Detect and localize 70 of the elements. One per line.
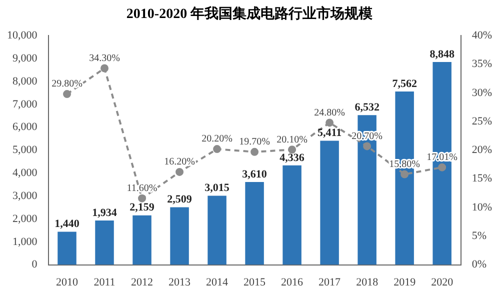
x-tick-label: 2017 (318, 276, 342, 288)
x-tick-label: 2010 (56, 276, 79, 288)
y2-tick-label: 35% (472, 58, 492, 70)
bar (320, 140, 339, 265)
bar (132, 215, 152, 265)
y2-tick-label: 20% (472, 144, 492, 156)
bar (58, 232, 76, 265)
y2-tick-label: 5% (472, 230, 487, 242)
point (63, 90, 72, 98)
y2-tick-label: 40% (472, 29, 492, 42)
x-tick-label: 2018 (356, 276, 379, 288)
point (250, 148, 259, 156)
y-tick-label: 0 (32, 258, 38, 271)
y-tick-label: 5,000 (12, 144, 38, 156)
x-tick-label: 2020 (431, 276, 454, 288)
data-label: 11.60% (126, 182, 158, 194)
point (213, 145, 222, 154)
bar (208, 196, 226, 265)
y2-tick-label: 30% (472, 86, 492, 99)
data-label: 3,610 (242, 168, 268, 180)
y-tick-label: 9,000 (12, 52, 38, 64)
x-tick-label: 2012 (131, 276, 154, 288)
y-tick-label: 4,000 (12, 167, 38, 180)
point (176, 168, 184, 176)
y-tick-label: 3,000 (12, 190, 38, 202)
x-tick-label: 2011 (94, 276, 116, 288)
data-label: 8,848 (430, 48, 455, 60)
x-tick-label: 2014 (206, 276, 229, 288)
y-tick-label: 6,000 (12, 121, 38, 134)
data-label: 1,934 (92, 206, 118, 219)
point (438, 163, 446, 172)
data-label: 16.20% (164, 156, 195, 168)
data-label: 34.30% (89, 52, 120, 64)
y-tick-label: 10,000 (7, 29, 38, 42)
point (363, 142, 372, 150)
y2-tick-label: 0% (472, 258, 487, 271)
data-label: 6,532 (354, 101, 380, 114)
x-tick-label: 2019 (394, 276, 416, 288)
data-label: 19.70% (239, 136, 270, 148)
data-label: 29.80% (52, 78, 82, 90)
y2-tick-label: 10% (472, 201, 492, 214)
data-label: 7,562 (392, 78, 418, 90)
data-label: 3,015 (204, 182, 230, 194)
data-label: 1,440 (54, 218, 80, 230)
data-label: 2,509 (167, 194, 192, 206)
data-label: 5,411 (317, 127, 342, 140)
x-tick-label: 2016 (281, 276, 304, 288)
y-tick-label: 7,000 (12, 98, 38, 110)
chart-title: 2010-2020 年我国集成电路行业市场规模 (125, 4, 374, 24)
data-label: 4,336 (280, 152, 305, 164)
y-tick-label: 1,000 (12, 236, 38, 248)
data-label: 20.10% (276, 134, 308, 146)
point (100, 64, 109, 72)
point (288, 146, 296, 154)
x-tick-label: 2015 (244, 276, 266, 288)
point (326, 118, 334, 127)
point (400, 170, 409, 178)
point (138, 194, 146, 202)
y2-tick-label: 25% (472, 115, 492, 128)
y-tick-label: 8,000 (12, 75, 38, 88)
y2-tick-label: 15% (472, 172, 492, 185)
data-label: 20.20% (202, 134, 232, 145)
y-tick-label: 2,000 (12, 212, 38, 225)
x-tick-label: 2013 (168, 276, 192, 288)
bar (95, 220, 114, 265)
bar (282, 165, 302, 265)
bar (245, 182, 264, 265)
data-label: 2,159 (130, 202, 155, 214)
data-label: 24.80% (314, 107, 345, 118)
bar (170, 207, 189, 265)
